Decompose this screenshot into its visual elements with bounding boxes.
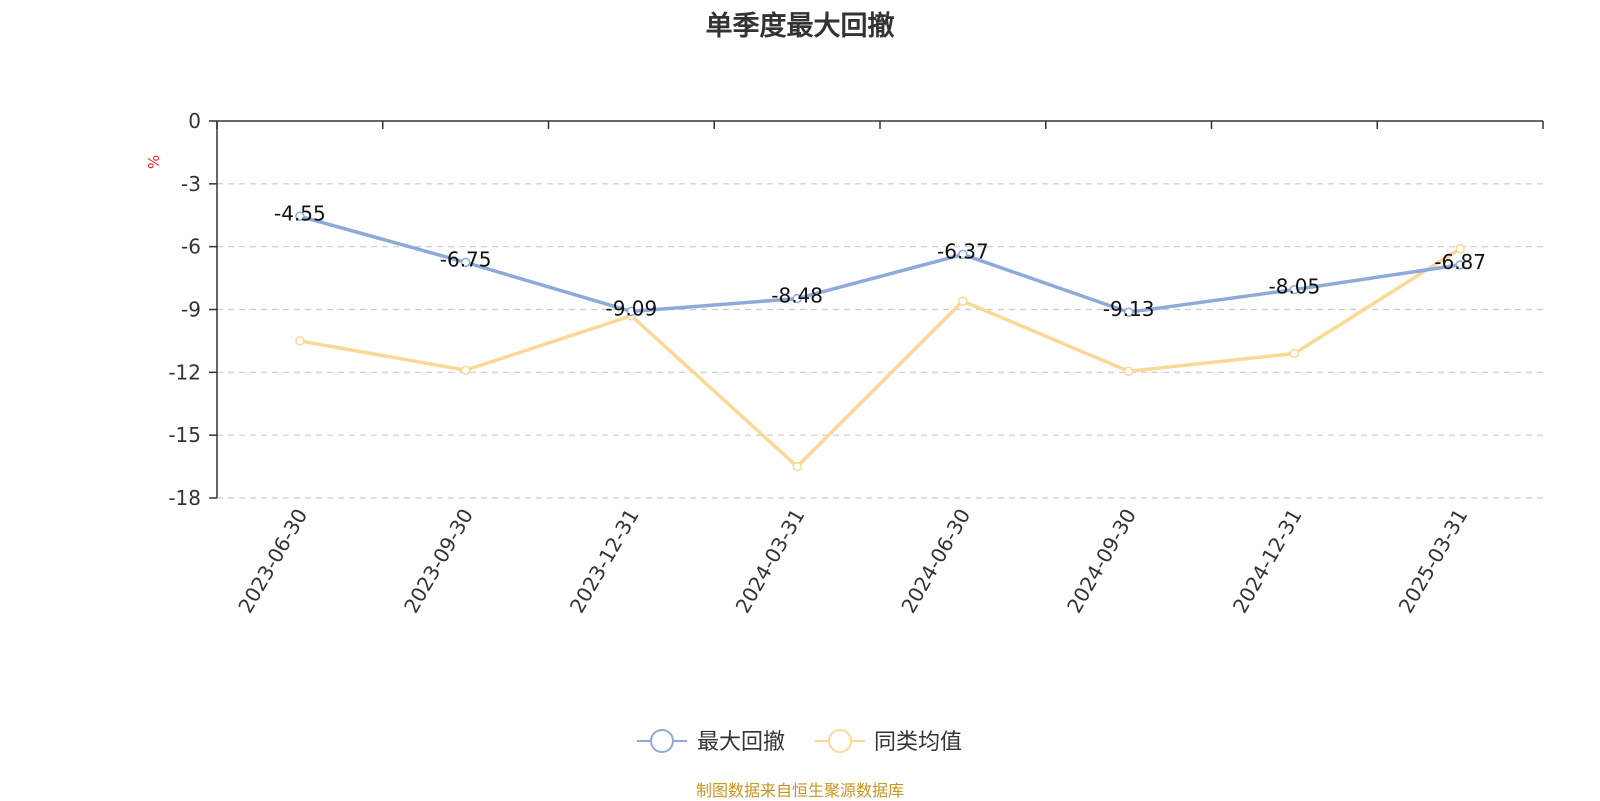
data-label: -4.55: [274, 201, 326, 225]
data-point: [958, 296, 968, 306]
data-point: [295, 336, 305, 346]
grid-layer: [217, 183, 1543, 499]
data-label: -8.05: [1269, 275, 1321, 299]
data-label: -8.48: [771, 284, 823, 308]
legend-marker: [650, 729, 674, 753]
x-tick-label: 2024-03-31: [731, 505, 810, 618]
y-tick-label: -9: [181, 298, 201, 322]
data-point: [460, 365, 471, 375]
series-line: [299, 214, 1461, 314]
data-point: [1289, 348, 1300, 359]
data-point: [958, 249, 968, 260]
y-tick-label: 0: [188, 109, 201, 133]
data-point: [792, 293, 802, 304]
x-tick-label: 2023-12-31: [565, 505, 644, 618]
data-point: [1455, 260, 1465, 270]
x-tick-label: 2023-09-30: [399, 505, 478, 618]
y-tick-label: -15: [168, 423, 201, 447]
legend-marker: [828, 729, 852, 753]
data-point: [1455, 244, 1465, 254]
data-label: -6.75: [440, 247, 492, 271]
data-label: -6.37: [937, 239, 989, 263]
data-point: [1123, 307, 1134, 317]
y-tick-label: -6: [181, 235, 201, 259]
axis-layer: 0 -3 -6 -9 -12 -15 -18% 2023-06-30 2023-09-30 202…: [145, 109, 1544, 618]
x-tick-label: 2024-09-30: [1062, 505, 1141, 618]
source-note: 制图数据来自恒生聚源数据库: [695, 781, 904, 800]
data-point: [792, 461, 802, 472]
y-tick-label: -3: [181, 172, 201, 196]
data-point: [1123, 366, 1134, 377]
y-tick-label: -18: [168, 486, 201, 510]
data-label: -6.87: [1434, 250, 1486, 274]
chart-title: 单季度最大回撤: [705, 11, 895, 42]
x-tick-label: 2023-06-30: [233, 505, 312, 618]
series-line: [299, 247, 1462, 469]
data-point: [1289, 284, 1300, 295]
label-layer: -4.55 -6.75 -9.09 -8.48 -6.37 -9.13 -8.05 -6.87: [274, 201, 1486, 321]
data-point: [460, 257, 471, 268]
x-tick-label: 2024-06-30: [896, 505, 975, 618]
data-label: -9.13: [1103, 297, 1155, 321]
y-unit-label: %: [145, 155, 163, 169]
y-tick-label: -12: [168, 360, 201, 384]
legend-label: 最大回撤: [697, 730, 785, 755]
data-point: [295, 211, 305, 222]
legend[interactable]: 最大回撤 同类均值: [637, 729, 962, 755]
x-tick-label: 2024-12-31: [1228, 505, 1307, 618]
x-tick-label: 2025-03-31: [1394, 505, 1473, 618]
series-layer: [295, 211, 1465, 472]
legend-label: 同类均值: [874, 730, 962, 755]
data-label: -9.09: [606, 296, 658, 320]
data-point: [626, 306, 637, 317]
